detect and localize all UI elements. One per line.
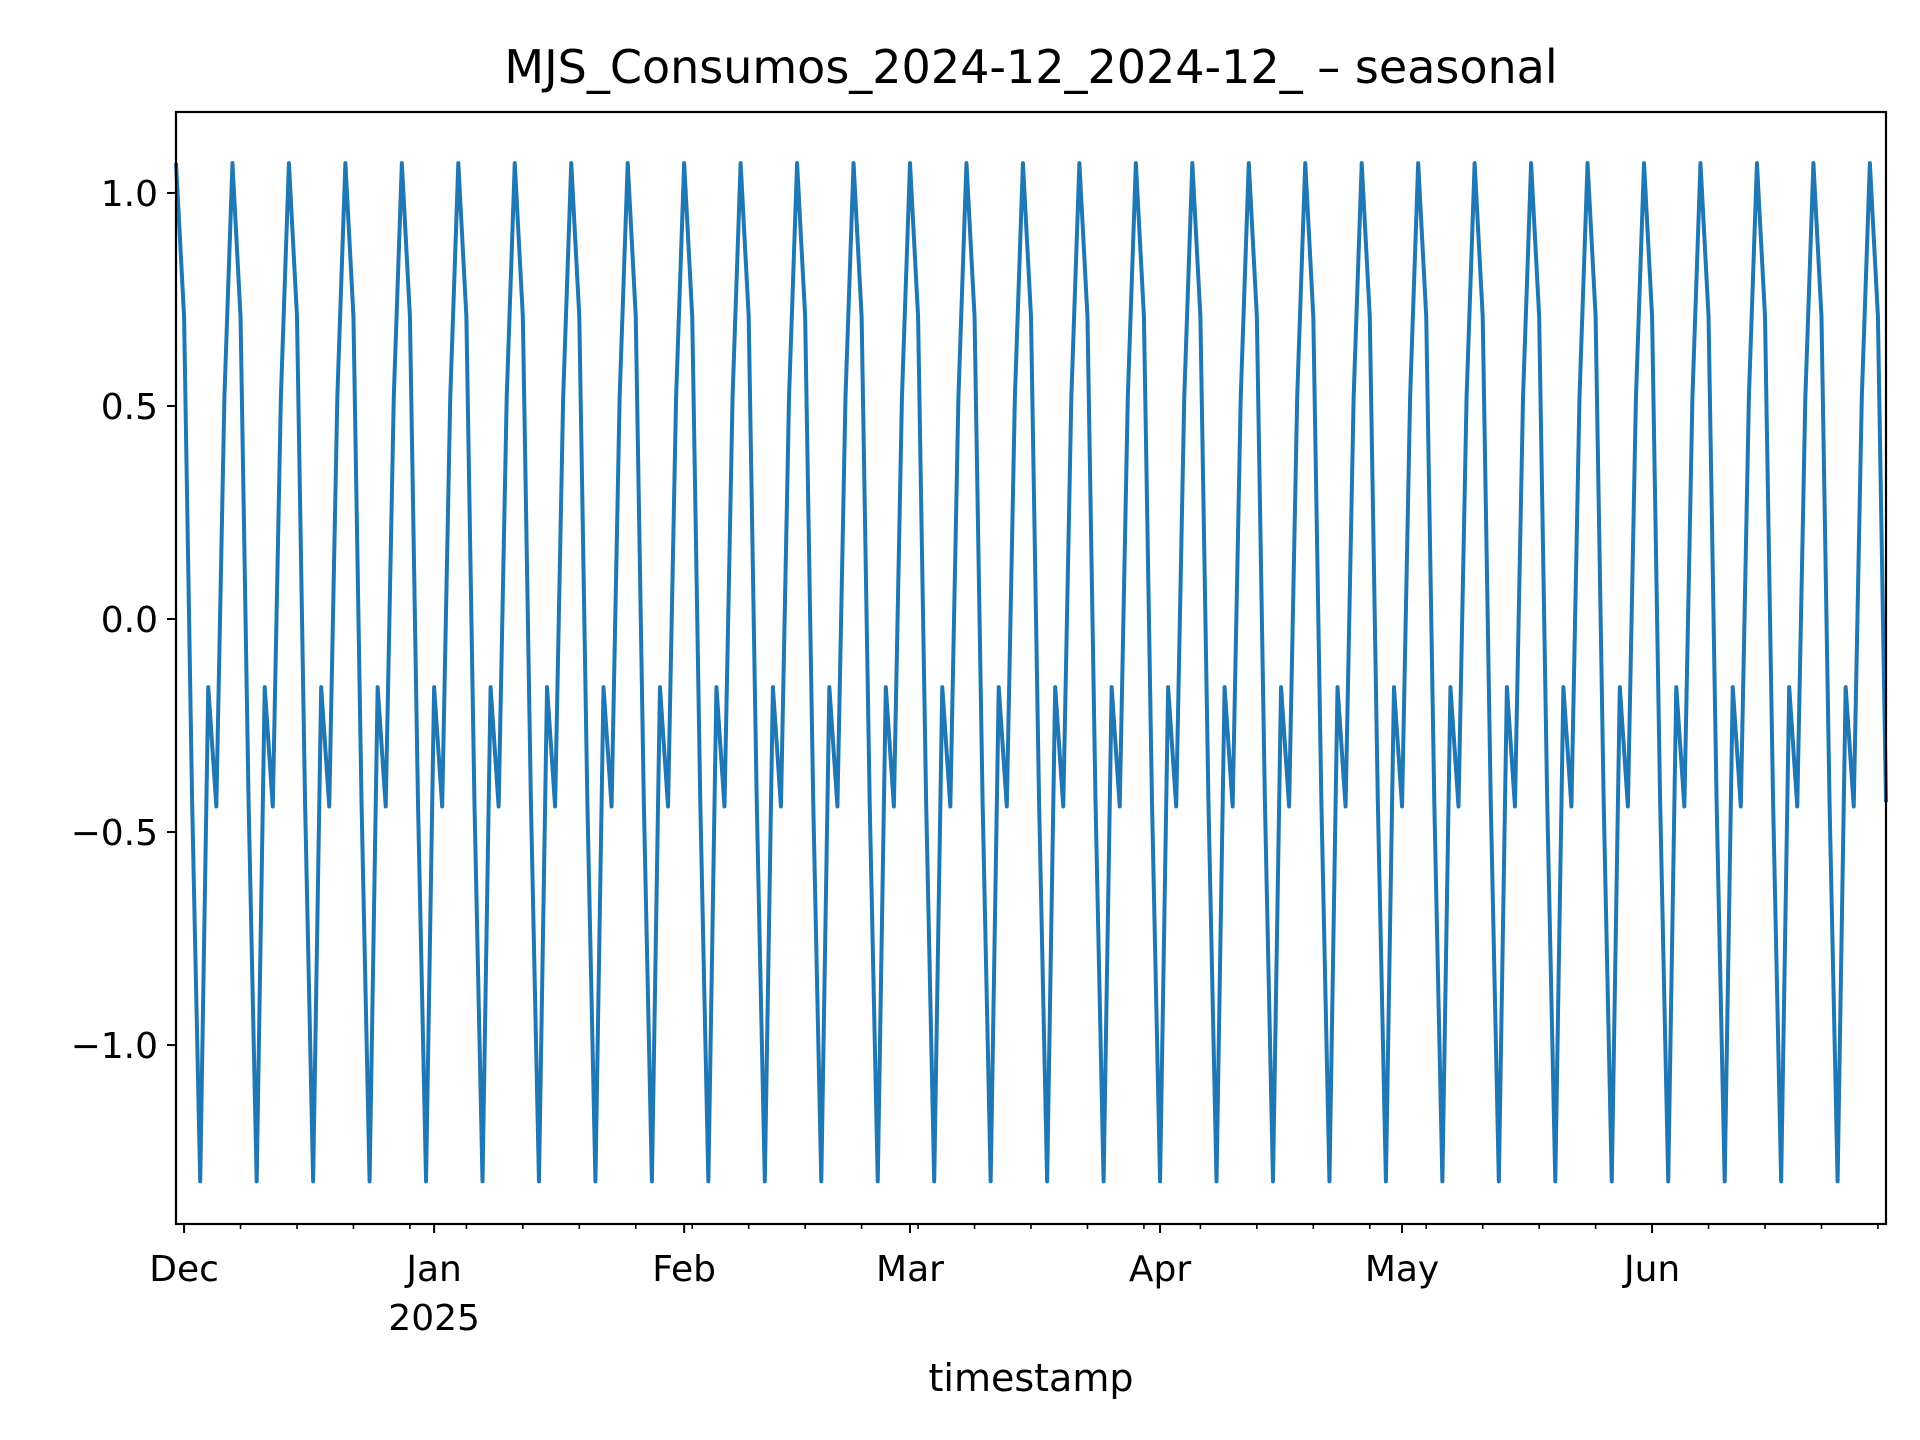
x-tick-label-6: Jun (1622, 1249, 1680, 1290)
series-layer (174, 161, 1888, 1184)
x-tick-label-4: Apr (1129, 1249, 1191, 1290)
y-axis: 1.0 0.5 0.0 −0.5 −1.0 (71, 174, 176, 1067)
y-tick-label-0: 1.0 (101, 174, 158, 215)
x-tick-label-2: Feb (652, 1249, 716, 1290)
x-tick-label-3: Mar (876, 1249, 944, 1290)
x-axis-label: timestamp (929, 1356, 1134, 1400)
x-axis: Dec Jan 2025 Feb Mar Apr May Jun (149, 1224, 1879, 1339)
y-tick-label-3: −0.5 (71, 813, 158, 854)
x-tick-label-0: Dec (149, 1249, 219, 1290)
x-tick-label-1: Jan (404, 1249, 462, 1290)
y-tick-label-4: −1.0 (71, 1026, 158, 1067)
chart-title: MJS_Consumos_2024-12_2024-12_ – seasonal (504, 40, 1557, 94)
y-tick-label-1: 0.5 (101, 387, 158, 428)
y-tick-label-2: 0.0 (101, 600, 158, 641)
series-line-0 (174, 161, 1888, 1184)
x-tick-label-5: May (1365, 1249, 1439, 1290)
x-tick-year-label-1: 2025 (388, 1298, 480, 1339)
